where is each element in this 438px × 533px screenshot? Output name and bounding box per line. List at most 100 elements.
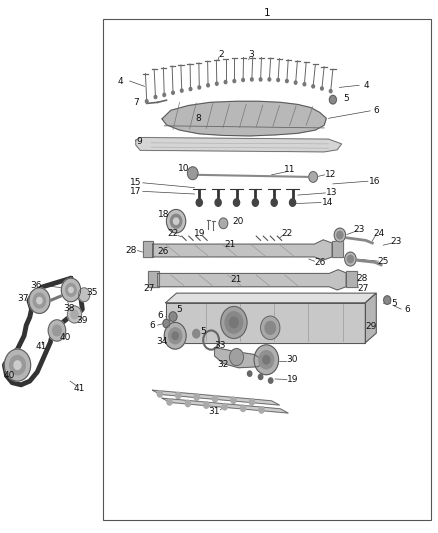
Circle shape	[286, 79, 288, 83]
Text: 13: 13	[326, 189, 337, 197]
Polygon shape	[166, 303, 365, 343]
Circle shape	[347, 255, 353, 263]
Text: 22: 22	[281, 230, 293, 238]
Circle shape	[204, 402, 209, 408]
Circle shape	[172, 91, 174, 94]
Text: 5: 5	[177, 305, 183, 314]
Circle shape	[259, 351, 274, 369]
Circle shape	[193, 329, 200, 338]
Circle shape	[247, 371, 252, 376]
Circle shape	[67, 306, 81, 323]
Polygon shape	[152, 390, 279, 405]
Polygon shape	[152, 240, 332, 260]
Circle shape	[194, 394, 199, 400]
Text: 27: 27	[358, 285, 369, 293]
Text: 6: 6	[374, 107, 380, 115]
Circle shape	[169, 328, 182, 344]
Text: 21: 21	[224, 240, 236, 249]
Circle shape	[268, 378, 273, 383]
Circle shape	[166, 209, 186, 233]
Circle shape	[145, 100, 148, 103]
Bar	[346, 271, 357, 287]
Circle shape	[263, 356, 270, 364]
Circle shape	[258, 374, 263, 379]
Text: 19: 19	[194, 229, 205, 238]
Circle shape	[219, 218, 228, 229]
Circle shape	[180, 89, 183, 92]
Bar	[346, 271, 357, 287]
Text: 14: 14	[321, 198, 333, 207]
Circle shape	[173, 218, 179, 224]
Circle shape	[294, 81, 297, 84]
Bar	[148, 271, 159, 287]
Text: 40: 40	[3, 371, 14, 379]
Circle shape	[69, 287, 73, 293]
Text: 21: 21	[230, 276, 241, 284]
Text: 17: 17	[130, 187, 141, 196]
Circle shape	[169, 312, 177, 321]
Circle shape	[78, 288, 90, 302]
Circle shape	[189, 87, 192, 91]
Circle shape	[10, 356, 25, 375]
Circle shape	[207, 84, 209, 87]
Text: 5: 5	[200, 327, 206, 336]
Circle shape	[251, 78, 253, 81]
Text: 4: 4	[117, 77, 123, 85]
Circle shape	[231, 397, 236, 403]
Circle shape	[225, 312, 243, 333]
Text: 26: 26	[314, 258, 325, 266]
Text: 3: 3	[248, 50, 254, 59]
Text: 2: 2	[218, 50, 223, 59]
Circle shape	[277, 78, 279, 82]
Circle shape	[233, 79, 236, 83]
Circle shape	[329, 95, 336, 104]
Text: 28: 28	[356, 274, 367, 282]
Polygon shape	[162, 398, 288, 413]
Circle shape	[321, 87, 323, 90]
Text: 30: 30	[286, 356, 297, 364]
Circle shape	[53, 325, 61, 336]
Polygon shape	[166, 293, 376, 303]
Circle shape	[249, 399, 254, 405]
Text: 11: 11	[284, 165, 296, 174]
Circle shape	[71, 310, 78, 319]
Circle shape	[66, 284, 76, 296]
Circle shape	[4, 349, 31, 381]
Text: 23: 23	[391, 238, 402, 246]
Circle shape	[33, 293, 46, 308]
Circle shape	[261, 316, 280, 340]
Circle shape	[329, 90, 332, 93]
Text: 39: 39	[77, 317, 88, 325]
Circle shape	[37, 297, 42, 304]
Text: 33: 33	[214, 342, 226, 350]
Circle shape	[198, 86, 201, 89]
Text: 41: 41	[36, 342, 47, 351]
Text: 15: 15	[130, 179, 141, 187]
Circle shape	[230, 349, 244, 366]
Circle shape	[224, 80, 227, 84]
Text: 6: 6	[157, 311, 163, 320]
Circle shape	[384, 296, 391, 304]
Circle shape	[163, 93, 166, 96]
Text: 8: 8	[195, 114, 201, 123]
Text: 23: 23	[353, 225, 365, 233]
Circle shape	[221, 306, 247, 338]
Bar	[103, 19, 431, 520]
Bar	[148, 271, 159, 287]
Circle shape	[303, 83, 306, 86]
Text: 5: 5	[391, 300, 397, 308]
Text: 32: 32	[217, 360, 228, 369]
Circle shape	[252, 199, 258, 206]
Circle shape	[265, 321, 276, 334]
Text: 26: 26	[158, 247, 169, 255]
Text: 6: 6	[149, 321, 155, 329]
Circle shape	[196, 199, 202, 206]
Circle shape	[163, 319, 170, 328]
Polygon shape	[136, 138, 342, 152]
Text: 40: 40	[60, 333, 71, 342]
Circle shape	[337, 231, 343, 239]
Text: 36: 36	[30, 281, 42, 289]
Text: 19: 19	[287, 375, 298, 384]
Text: 5: 5	[343, 94, 349, 103]
Circle shape	[334, 228, 346, 242]
